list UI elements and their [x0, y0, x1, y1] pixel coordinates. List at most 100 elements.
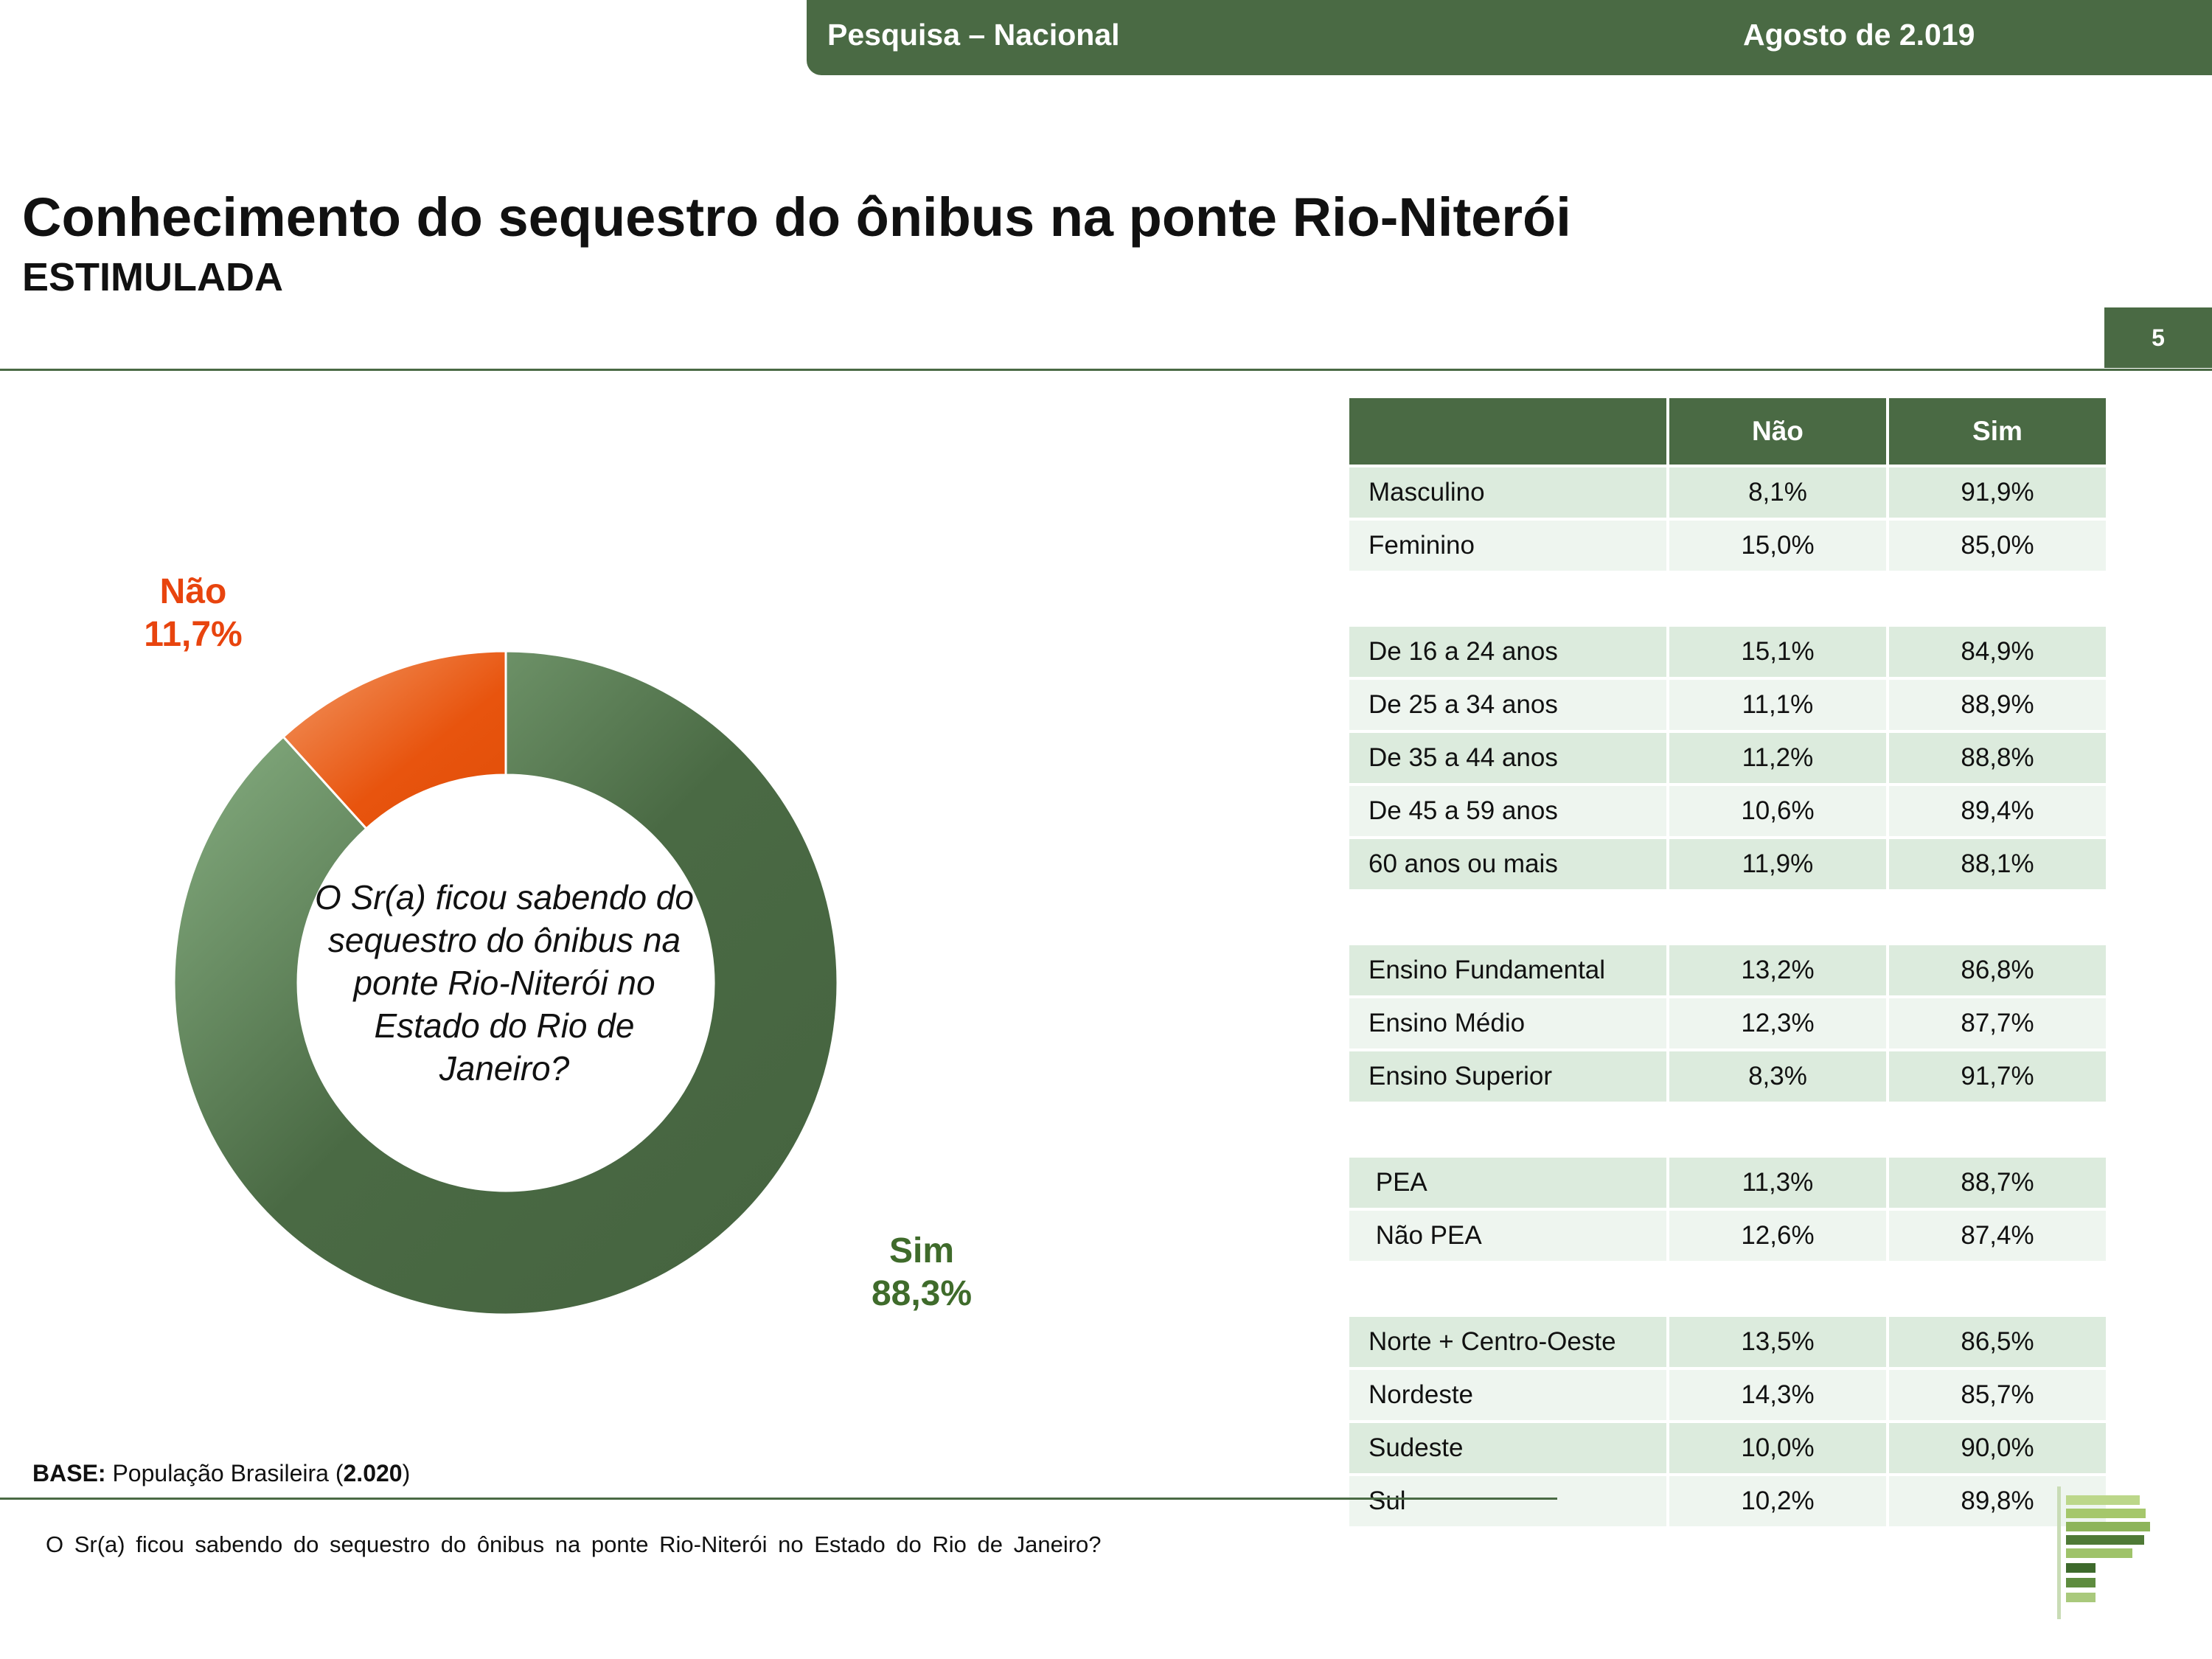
- header-bar: Pesquisa – Nacional Agosto de 2.019: [807, 0, 2212, 75]
- sim-value-cell: 87,4%: [1888, 1211, 2106, 1261]
- nao-value-cell: 13,5%: [1669, 1317, 1886, 1367]
- nao-value-cell: 10,6%: [1669, 786, 1886, 836]
- table-row: De 16 a 24 anos 15,1% 84,9%: [1349, 627, 2106, 677]
- sim-value-cell: 88,8%: [1888, 733, 2106, 783]
- row-label-cell: Sudeste: [1349, 1423, 1666, 1473]
- table-row: Ensino Fundamental 13,2% 86,8%: [1349, 945, 2106, 995]
- table-row: Ensino Superior 8,3% 91,7%: [1349, 1051, 2106, 1102]
- table-row: Não PEA 12,6% 87,4%: [1349, 1211, 2106, 1261]
- nao-label-name: Não: [159, 572, 227, 611]
- table-header-sim: Sim: [1888, 398, 2106, 465]
- donut-slice-sim: [173, 650, 839, 1316]
- table-row: De 45 a 59 anos 10,6% 89,4%: [1349, 786, 2106, 836]
- nao-value-cell: 11,1%: [1669, 680, 1886, 730]
- table-row: Nordeste 14,3% 85,7%: [1349, 1370, 2106, 1420]
- row-label-cell: 60 anos ou mais: [1349, 839, 1666, 889]
- nao-value-cell: 15,0%: [1669, 521, 1886, 571]
- donut-center-question: O Sr(a) ficou sabendo do sequestro do ôn…: [315, 878, 694, 1088]
- sim-value-cell: 91,7%: [1888, 1051, 2106, 1102]
- row-label-cell: Ensino Fundamental: [1349, 945, 1666, 995]
- sim-label-name: Sim: [888, 1231, 955, 1270]
- nao-value-cell: 15,1%: [1669, 627, 1886, 677]
- footer-divider: [0, 1498, 1557, 1500]
- sim-value-cell: 85,0%: [1888, 521, 2106, 571]
- table-header-blank: [1349, 398, 1666, 465]
- base-note: BASE: População Brasileira (2.020): [32, 1460, 411, 1486]
- nao-value-cell: 10,2%: [1669, 1476, 1886, 1526]
- table-row: De 35 a 44 anos 11,2% 88,8%: [1349, 733, 2106, 783]
- header-survey-label: Pesquisa – Nacional: [827, 18, 1120, 52]
- nao-label-value: 11,7%: [144, 615, 243, 654]
- row-label-cell: Norte + Centro-Oeste: [1349, 1317, 1666, 1367]
- row-label-cell: De 25 a 34 anos: [1349, 680, 1666, 730]
- page-title: Conhecimento do sequestro do ônibus na p…: [22, 187, 1571, 248]
- table-row: Norte + Centro-Oeste 13,5% 86,5%: [1349, 1317, 2106, 1367]
- table-row: De 25 a 34 anos 11,1% 88,9%: [1349, 680, 2106, 730]
- table-row: 60 anos ou mais 11,9% 88,1%: [1349, 839, 2106, 889]
- row-label-cell: Feminino: [1349, 521, 1666, 571]
- row-label-cell: De 16 a 24 anos: [1349, 627, 1666, 677]
- sim-value-cell: 84,9%: [1888, 627, 2106, 677]
- table-row: Sudeste 10,0% 90,0%: [1349, 1423, 2106, 1473]
- nao-value-cell: 12,3%: [1669, 998, 1886, 1048]
- table-row: PEA 11,3% 88,7%: [1349, 1158, 2106, 1208]
- sim-value-cell: 88,7%: [1888, 1158, 2106, 1208]
- nao-value-cell: 11,2%: [1669, 733, 1886, 783]
- title-divider: [0, 369, 2212, 371]
- page-subtitle: ESTIMULADA: [22, 255, 283, 299]
- sim-value-cell: 88,9%: [1888, 680, 2106, 730]
- nao-value-cell: 8,3%: [1669, 1051, 1886, 1102]
- row-label-cell: De 45 a 59 anos: [1349, 786, 1666, 836]
- sim-value-cell: 90,0%: [1888, 1423, 2106, 1473]
- nao-value-cell: 12,6%: [1669, 1211, 1886, 1261]
- sim-value-cell: 88,1%: [1888, 839, 2106, 889]
- nao-value-cell: 10,0%: [1669, 1423, 1886, 1473]
- row-label-cell: Sul: [1349, 1476, 1666, 1526]
- sim-value-cell: 89,4%: [1888, 786, 2106, 836]
- header-date: Agosto de 2.019: [1743, 18, 1975, 52]
- sim-value-cell: 85,7%: [1888, 1370, 2106, 1420]
- spacer-cell: [1349, 1264, 2106, 1314]
- table-row: Ensino Médio 12,3% 87,7%: [1349, 998, 2106, 1048]
- nao-value-cell: 11,9%: [1669, 839, 1886, 889]
- table-group-spacer: [1349, 1264, 2106, 1314]
- table-group-spacer: [1349, 1105, 2106, 1155]
- table-row: Sul 10,2% 89,8%: [1349, 1476, 2106, 1526]
- table-row: Feminino 15,0% 85,0%: [1349, 521, 2106, 571]
- nao-value-cell: 11,3%: [1669, 1158, 1886, 1208]
- row-label-cell: Ensino Médio: [1349, 998, 1666, 1048]
- row-label-cell: Não PEA: [1349, 1211, 1666, 1261]
- sim-value-cell: 87,7%: [1888, 998, 2106, 1048]
- spacer-cell: [1349, 574, 2106, 624]
- row-label-cell: Ensino Superior: [1349, 1051, 1666, 1102]
- company-logo: [2057, 1486, 2150, 1619]
- base-label: BASE:: [32, 1460, 106, 1486]
- sim-slice-label: Sim 88,3%: [826, 1230, 1018, 1315]
- row-label-cell: De 35 a 44 anos: [1349, 733, 1666, 783]
- row-label-cell: PEA: [1349, 1158, 1666, 1208]
- row-label-cell: Masculino: [1349, 467, 1666, 518]
- table-group-spacer: [1349, 892, 2106, 942]
- page-number: 5: [2104, 307, 2212, 368]
- nao-slice-label: Não 11,7%: [97, 571, 289, 656]
- base-text: População Brasileira: [112, 1460, 329, 1486]
- table-row: Masculino 8,1% 91,9%: [1349, 467, 2106, 518]
- base-count: 2.020: [343, 1460, 403, 1486]
- spacer-cell: [1349, 892, 2106, 942]
- table-group-spacer: [1349, 574, 2106, 624]
- sim-value-cell: 86,5%: [1888, 1317, 2106, 1367]
- donut-chart: [173, 650, 839, 1316]
- row-label-cell: Nordeste: [1349, 1370, 1666, 1420]
- nao-value-cell: 13,2%: [1669, 945, 1886, 995]
- sim-value-cell: 86,8%: [1888, 945, 2106, 995]
- sim-label-value: 88,3%: [871, 1274, 973, 1313]
- table-header-nao: Não: [1669, 398, 1886, 465]
- sim-value-cell: 91,9%: [1888, 467, 2106, 518]
- table-header-row: Não Sim: [1349, 398, 2106, 465]
- donut-slice-nao: [282, 650, 507, 830]
- nao-value-cell: 14,3%: [1669, 1370, 1886, 1420]
- spacer-cell: [1349, 1105, 2106, 1155]
- breakdown-table: Não Sim Masculino 8,1% 91,9% Feminino 15,0% 8…: [1346, 395, 2109, 1529]
- nao-value-cell: 8,1%: [1669, 467, 1886, 518]
- footer-question: O Sr(a) ficou sabendo do sequestro do ôn…: [46, 1531, 1102, 1557]
